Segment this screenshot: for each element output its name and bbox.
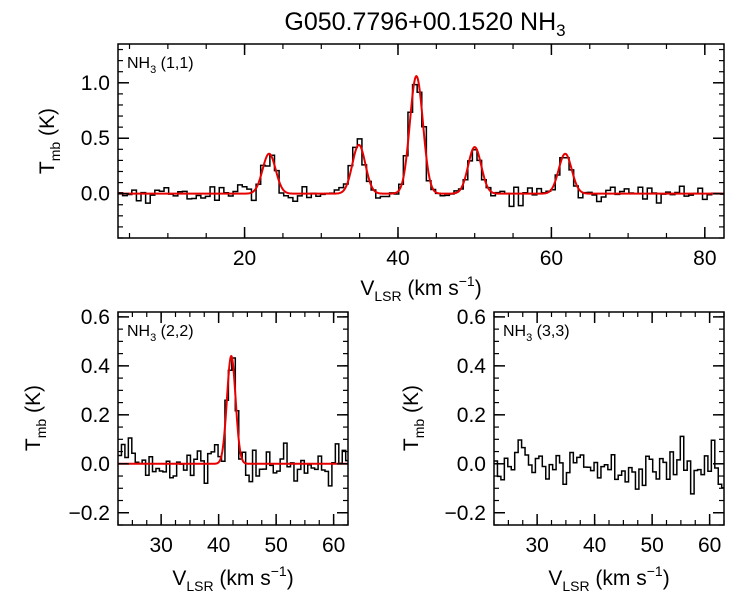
y-tick-label: 0.4	[457, 355, 487, 378]
x-tick-label: 40	[583, 534, 606, 557]
gaussian-fit-curve	[118, 354, 348, 465]
y-tick-label: 0.2	[457, 404, 486, 427]
figure-title-subscript: 3	[556, 21, 565, 40]
plot-frame	[117, 43, 725, 239]
x-axis-label: VLSR (km s−1)	[548, 563, 669, 594]
x-tick-label: 50	[640, 534, 663, 557]
transition-label: NH3 (1,1)	[127, 55, 194, 76]
x-tick-label: 60	[698, 534, 721, 557]
gaussian-fit-curve	[118, 74, 724, 195]
x-tick-label: 40	[386, 247, 409, 270]
x-tick-label: 40	[207, 534, 230, 557]
y-tick-label: 0.6	[457, 306, 486, 329]
y-tick-label: −0.2	[445, 502, 486, 525]
x-axis-label: VLSR (km s−1)	[172, 563, 293, 594]
y-tick-label: 0.0	[81, 183, 110, 206]
y-tick-label: 1.0	[81, 72, 110, 95]
figure-title-text: G050.7796+00.1520 NH	[284, 8, 556, 36]
y-axis-label: Tmb (K)	[36, 108, 63, 174]
x-tick-label: 50	[264, 534, 287, 557]
y-tick-label: 0.5	[81, 127, 110, 150]
panel-nh3-33: 30 40 50 60 −0.2 0.0 0.2 0.4 0.6 NH3 (3,3) VLSR (k…	[400, 306, 725, 594]
y-tick-label: 0.0	[457, 453, 486, 476]
x-axis-label: VLSR (km s−1)	[360, 273, 481, 304]
panel-nh3-11: 20 40 60 80 0.0 0.5 1.0 NH3 (1,1) VLSR (km s−1) T…	[36, 43, 725, 304]
y-axis-label: Tmb (K)	[400, 385, 427, 451]
x-tick-label: 30	[525, 534, 548, 557]
x-tick-label: 80	[693, 247, 716, 270]
transition-label: NH3 (3,3)	[503, 323, 570, 344]
x-tick-label: 60	[540, 247, 563, 270]
spectrum-histogram	[494, 435, 724, 495]
panel-nh3-22: 30 40 50 60 −0.2 0.0 0.2 0.4 0.6 NH3 (2,2) VLSR (k…	[22, 306, 349, 594]
y-tick-label: 0.2	[81, 404, 110, 427]
y-axis-label: Tmb (K)	[22, 385, 49, 451]
x-tick-label: 60	[322, 534, 345, 557]
x-tick-label: 20	[233, 247, 256, 270]
y-tick-label: 0.6	[81, 306, 110, 329]
transition-label: NH3 (2,2)	[127, 323, 194, 344]
y-tick-label: −0.2	[69, 502, 110, 525]
y-tick-label: 0.4	[81, 355, 111, 378]
y-tick-label: 0.0	[81, 453, 110, 476]
figure-title: G050.7796+00.1520 NH3	[284, 8, 565, 40]
spectrum-histogram	[118, 357, 348, 487]
x-tick-label: 30	[149, 534, 172, 557]
